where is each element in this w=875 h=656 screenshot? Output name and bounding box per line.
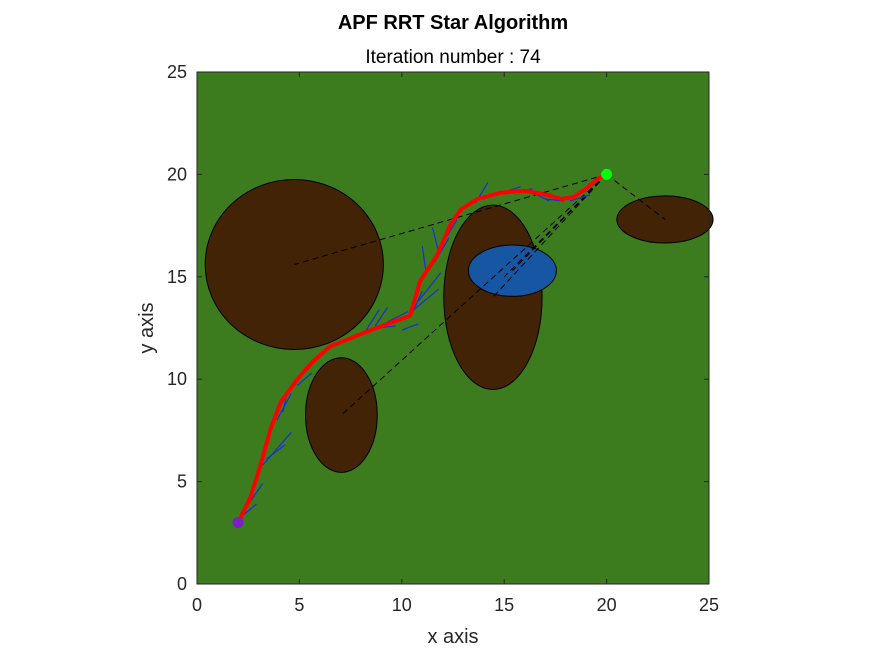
tree-branch-8	[374, 307, 388, 327]
tree-branch-1	[243, 503, 257, 515]
link-line-0	[294, 173, 607, 265]
tree-branch-2	[262, 432, 292, 466]
chart-title: APF RRT Star Algorithm	[338, 12, 568, 34]
tree-branch-11	[401, 323, 419, 331]
tree-branch-3	[266, 444, 286, 460]
tree-branch-24	[569, 194, 591, 202]
y-tick-label: 0	[177, 574, 187, 594]
tree-branch-12	[413, 288, 440, 311]
tree-branch-14	[417, 272, 442, 302]
x-tick-label: 5	[294, 595, 304, 615]
link-line-5	[606, 174, 666, 220]
link-line-2	[492, 174, 607, 298]
tree-branch-10	[387, 311, 409, 323]
plot-area	[196, 71, 714, 585]
chart-subtitle: Iteration number : 74	[365, 47, 541, 68]
y-axis: 0 5 10 15 20 25	[167, 62, 709, 594]
start-point	[232, 517, 244, 529]
x-tick-label: 0	[192, 595, 202, 615]
marker-layer	[232, 168, 613, 529]
y-axis-label: y axis	[136, 302, 158, 353]
x-tick-label: 10	[392, 595, 412, 615]
x-axis: 0 5 10 15 20 25	[192, 72, 719, 615]
obstacle-1	[305, 357, 378, 473]
x-axis-label: x axis	[427, 626, 478, 648]
y-tick-label: 15	[167, 267, 187, 287]
y-tick-label: 10	[167, 369, 187, 389]
goal-point	[601, 168, 613, 180]
tree-branch-6	[296, 372, 313, 386]
link-line-4	[512, 174, 607, 272]
link-layer	[294, 173, 666, 416]
y-tick-label: 25	[167, 62, 187, 82]
plot-frame	[196, 71, 710, 585]
path-layer	[236, 172, 609, 525]
planned-path	[236, 172, 609, 525]
x-tick-label: 15	[494, 595, 514, 615]
x-tick-label: 20	[597, 595, 617, 615]
y-tick-label: 20	[167, 164, 187, 184]
tree-branch-17	[431, 227, 440, 253]
x-tick-label: 25	[699, 595, 719, 615]
tree-branch-7	[364, 309, 380, 333]
y-tick-label: 5	[177, 472, 187, 492]
